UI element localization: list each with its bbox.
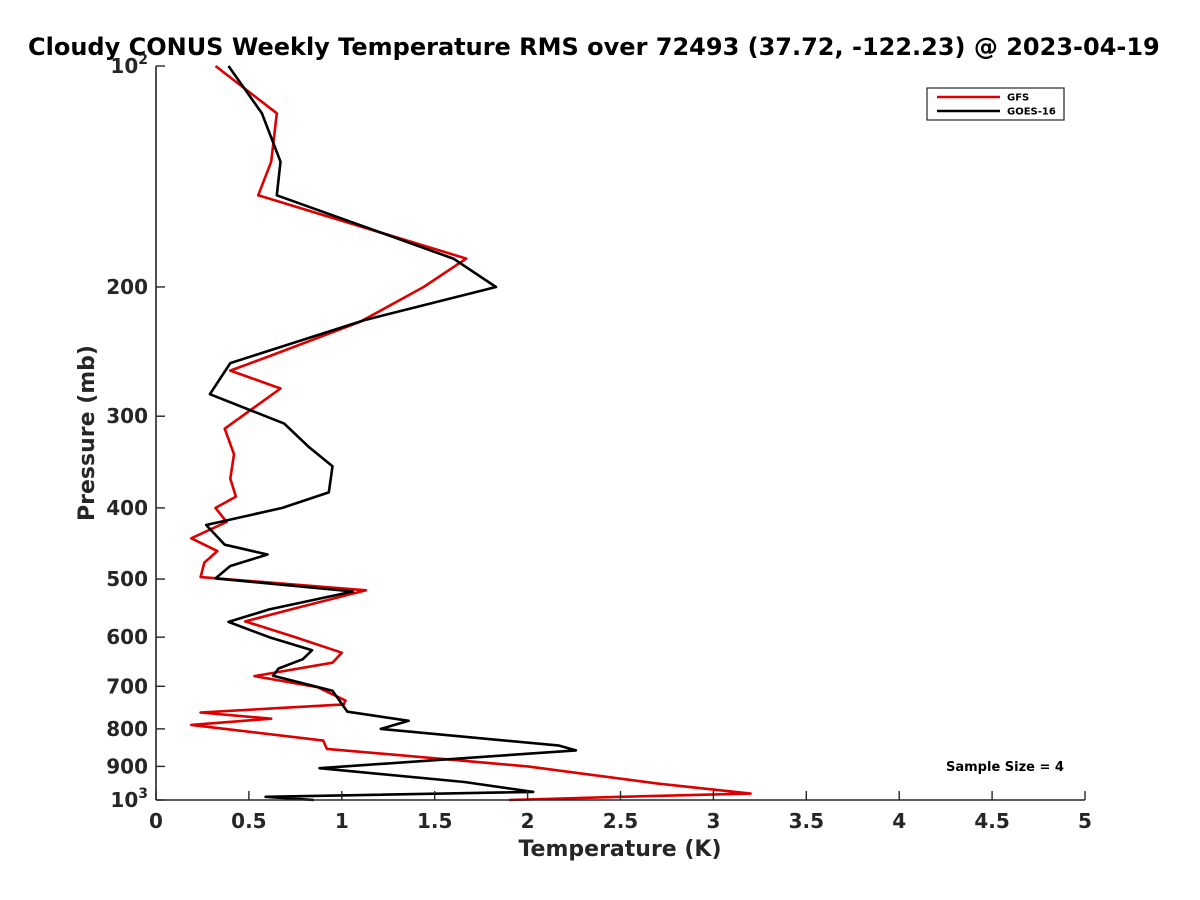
x-tick-label: 1	[335, 809, 349, 833]
y-tick-label: 700	[106, 674, 148, 698]
series-line-gfs	[190, 64, 752, 802]
y-tick-label: 102	[110, 52, 148, 78]
chart-title: Cloudy CONUS Weekly Temperature RMS over…	[28, 33, 1160, 61]
x-tick-label: 3	[706, 809, 720, 833]
series-layer	[190, 64, 752, 802]
legend-box	[926, 87, 1065, 121]
legend-label-gfs: GFS	[1007, 93, 1029, 104]
y-tick-label: 103	[110, 786, 148, 812]
x-tick-label: 4.5	[974, 809, 1009, 833]
legend-label-goes-16: GOES-16	[1007, 107, 1056, 118]
x-axis-label: Temperature (K)	[518, 837, 721, 862]
legend: GFS GOES-16	[937, 93, 1056, 118]
x-tick-label: 2.5	[603, 809, 638, 833]
y-axis-label: Pressure (mb)	[75, 345, 100, 521]
y-tick-label: 500	[106, 567, 148, 591]
sample-size-annotation: Sample Size = 4	[946, 760, 1064, 775]
x-tick-label: 1.5	[417, 809, 452, 833]
x-tick-label: 4	[892, 809, 906, 833]
axes: 0 0.5 1 1.5 2 2.5 3 3.5 4 4.5 5 102 200 300 400 500 600 7…	[106, 52, 1092, 833]
y-tick-label: 200	[106, 275, 148, 299]
x-tick-label: 0	[149, 809, 163, 833]
x-tick-label: 3.5	[789, 809, 824, 833]
y-tick-label: 400	[106, 496, 148, 520]
y-tick-label: 300	[106, 404, 148, 428]
y-tick-label: 900	[106, 754, 148, 778]
y-tick-label: 800	[106, 717, 148, 741]
x-tick-label: 5	[1078, 809, 1092, 833]
x-tick-label: 0.5	[231, 809, 266, 833]
series-line-goes-16	[204, 65, 578, 802]
y-tick-label: 600	[106, 625, 148, 649]
x-tick-label: 2	[521, 809, 535, 833]
